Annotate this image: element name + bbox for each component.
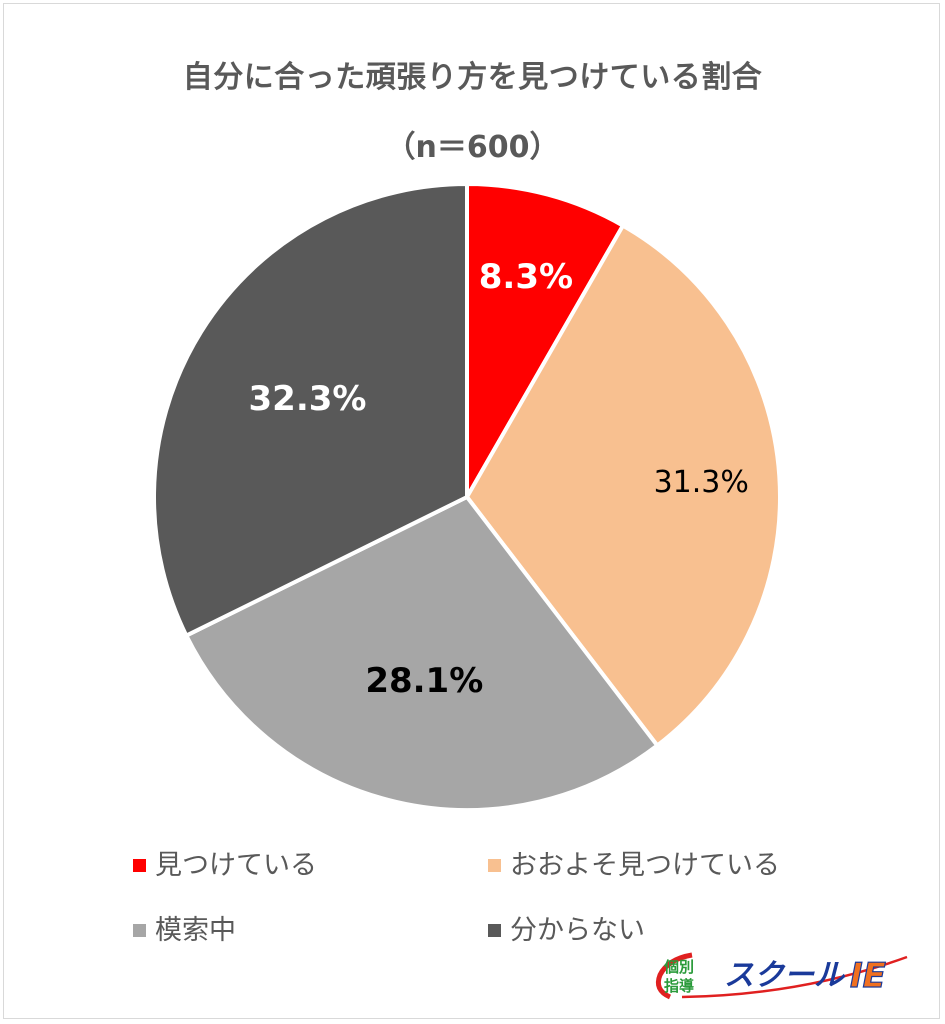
legend-label: 模索中 xyxy=(155,915,236,946)
svg-text:個別: 個別 xyxy=(663,958,694,976)
slice-unknown xyxy=(152,182,469,638)
legend-swatch xyxy=(488,859,501,872)
data-label: 32.3% xyxy=(249,379,367,419)
data-label: 8.3% xyxy=(479,257,573,297)
slice-mostly-found xyxy=(465,223,782,748)
slice-found xyxy=(465,182,625,499)
svg-text:IE: IE xyxy=(850,956,886,996)
legend-item-mostly-found: おおよそ見つけている xyxy=(488,843,780,882)
legend-swatch xyxy=(133,859,146,872)
school-ie-logo: 個別 指導 スクール IE xyxy=(655,952,908,1000)
legend-swatch xyxy=(488,924,501,937)
legend-label: おおよそ見つけている xyxy=(510,850,780,881)
svg-text:スクール: スクール xyxy=(724,958,846,993)
legend-label: 見つけている xyxy=(155,850,317,881)
data-label: 28.1% xyxy=(365,661,483,701)
chart-frame xyxy=(3,3,940,1019)
legend-item-found: 見つけている xyxy=(133,843,317,882)
legend-item-searching: 模索中 xyxy=(133,908,236,947)
svg-text:指導: 指導 xyxy=(664,977,694,995)
legend-swatch xyxy=(133,924,146,937)
legend-label: 分からない xyxy=(510,915,645,946)
chart-subtitle: （n＝600） xyxy=(385,130,560,165)
data-label: 31.3% xyxy=(654,465,749,500)
legend-item-unknown: 分からない xyxy=(488,908,645,947)
chart-title: 自分に合った頑張り方を見つけている割合 xyxy=(182,60,763,95)
slice-searching xyxy=(184,495,660,812)
